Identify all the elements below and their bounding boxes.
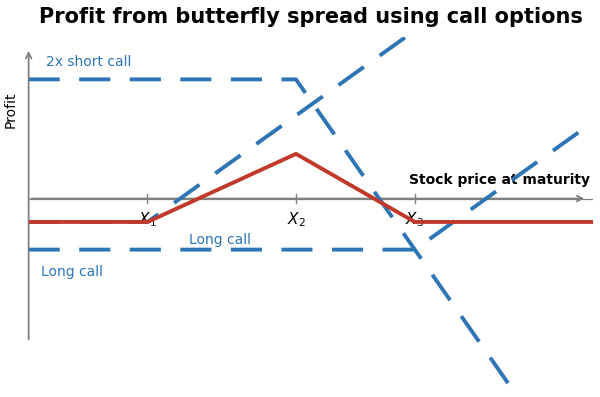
Text: Stock price at maturity: Stock price at maturity [409,173,590,187]
Text: Long call: Long call [41,264,103,279]
Text: Profit: Profit [4,91,18,128]
Title: Profit from butterfly spread using call options: Profit from butterfly spread using call … [39,7,583,27]
Text: $X_2$: $X_2$ [287,210,305,229]
Text: $X_3$: $X_3$ [406,210,424,229]
Text: $X_1$: $X_1$ [138,210,157,229]
Text: Long call: Long call [189,233,251,247]
Text: 2x short call: 2x short call [46,55,132,69]
